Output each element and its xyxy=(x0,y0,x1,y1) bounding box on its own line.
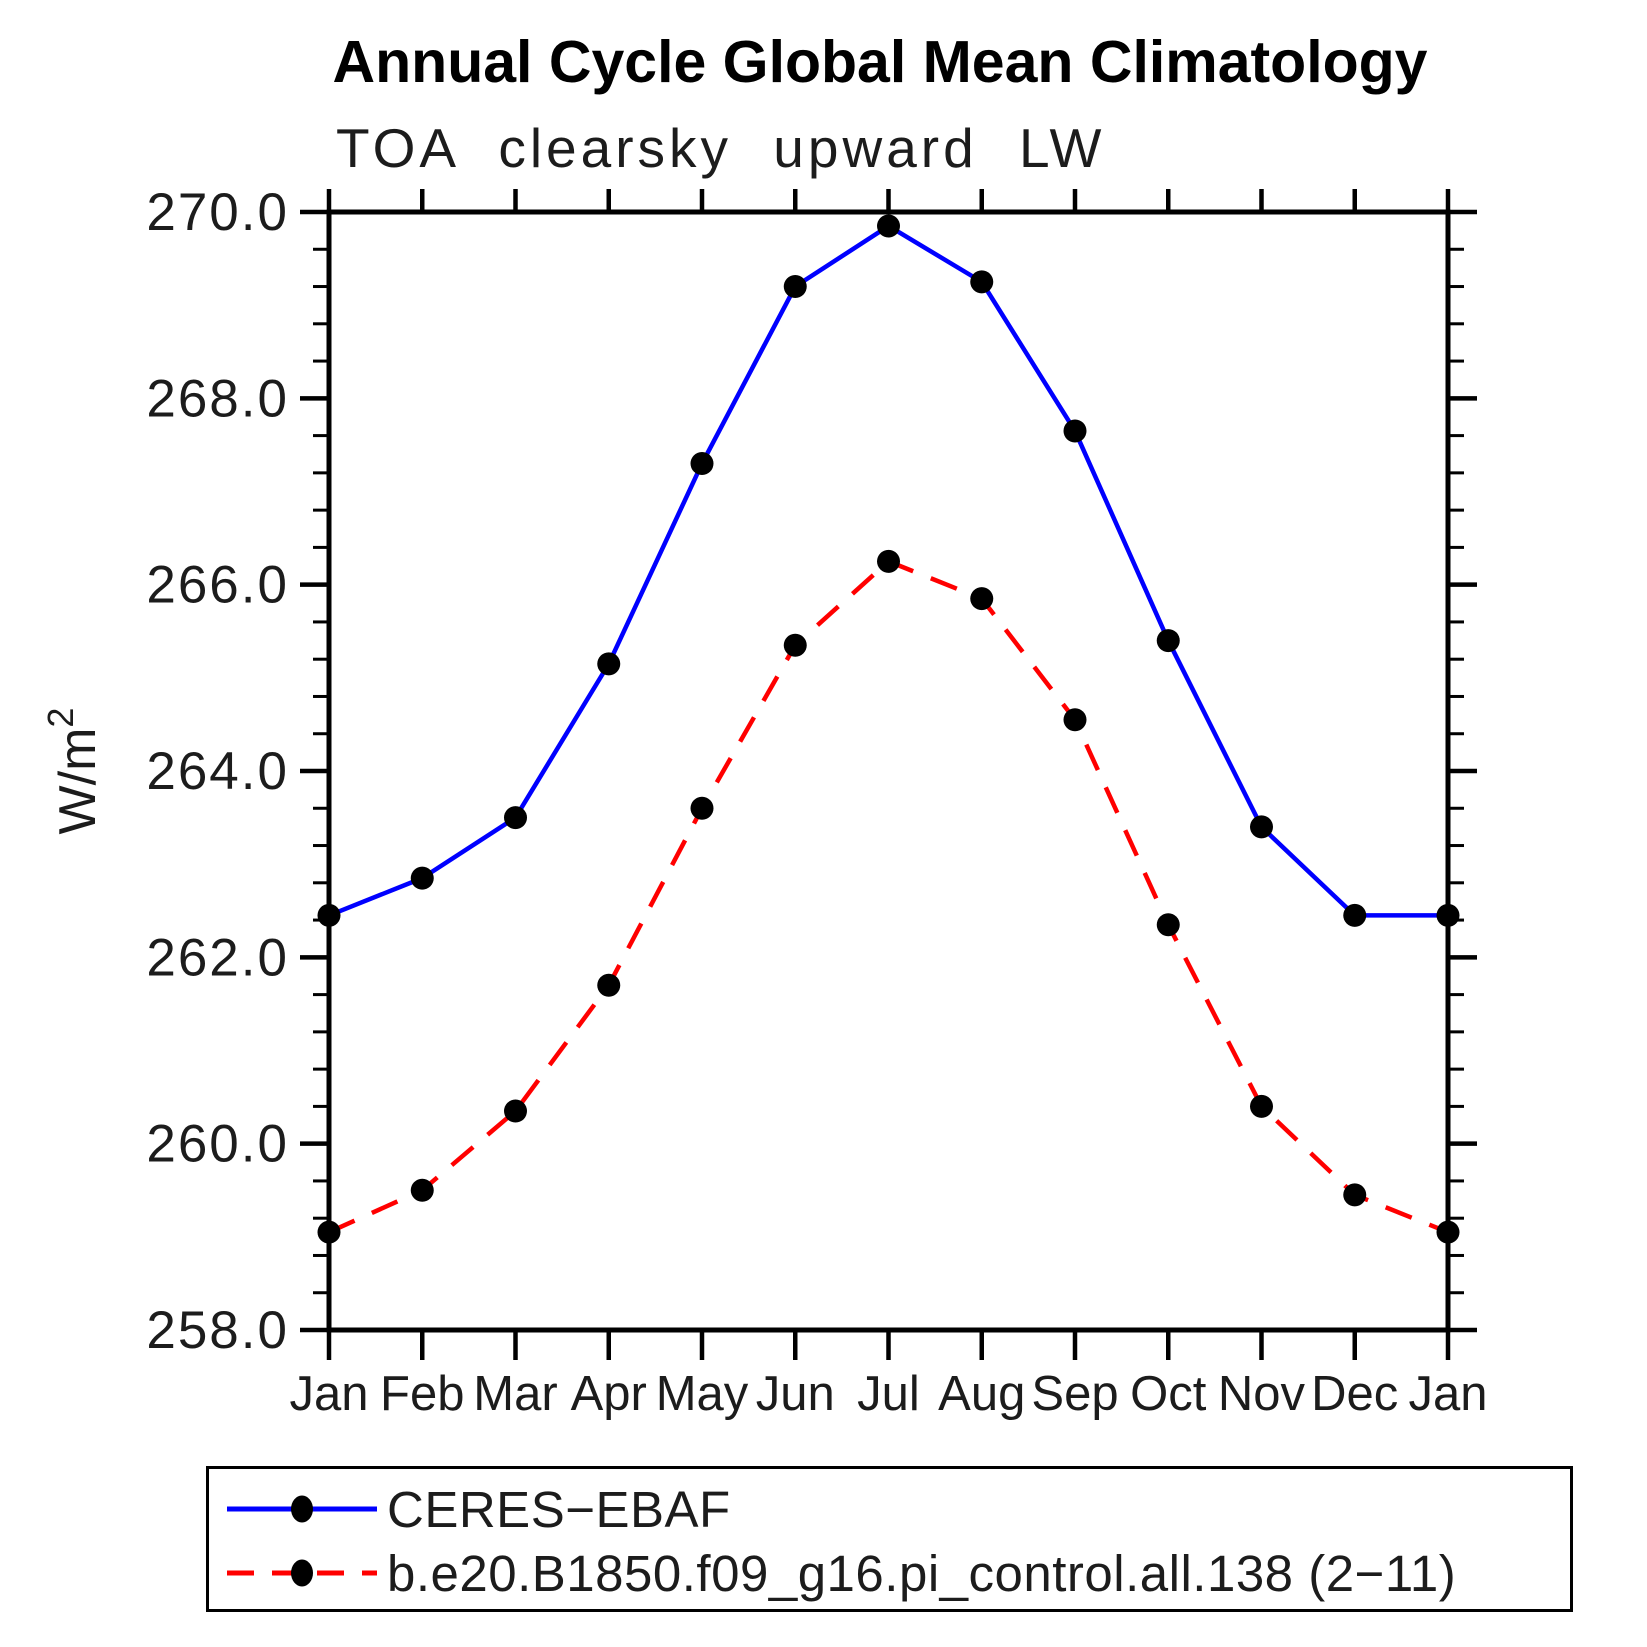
data-point-marker xyxy=(783,275,807,299)
y-axis-title: W/m2 xyxy=(40,708,107,835)
data-point-marker xyxy=(597,652,621,676)
data-point-marker xyxy=(970,270,994,294)
y-tick-label: 266.0 xyxy=(146,556,289,615)
data-point-marker xyxy=(1063,419,1087,443)
chart-subtitle: TOA clearsky upward LW xyxy=(336,117,1106,179)
legend-label-model: b.e20.B1850.f09_g16.pi_control.all.138 (… xyxy=(387,1544,1457,1602)
legend-marker-icon xyxy=(291,1495,313,1523)
data-point-marker xyxy=(410,866,434,890)
legend-item-model: b.e20.B1850.f09_g16.pi_control.all.138 (… xyxy=(223,1541,1570,1605)
legend-swatch-solid-line xyxy=(227,1495,377,1523)
x-tick-label: Jan xyxy=(289,1367,368,1421)
legend-item-ceres-ebaf: CERES−EBAF xyxy=(223,1477,1570,1541)
data-point-marker xyxy=(410,1178,434,1202)
y-tick-label: 270.0 xyxy=(146,183,289,242)
x-tick-label: Apr xyxy=(571,1367,647,1421)
x-tick-label: Mar xyxy=(473,1367,557,1421)
legend-swatch-dashed-line xyxy=(227,1559,377,1587)
data-point-marker xyxy=(1250,815,1273,839)
x-tick-label: Nov xyxy=(1218,1367,1306,1421)
data-point-marker xyxy=(1156,629,1180,653)
y-tick-label: 260.0 xyxy=(146,1115,289,1174)
data-point-marker xyxy=(317,1220,341,1244)
data-point-marker xyxy=(690,796,714,820)
series-line-1 xyxy=(328,559,1449,1235)
x-tick-label: Sep xyxy=(1031,1367,1118,1421)
data-point-marker xyxy=(317,903,341,927)
legend-label-ceres-ebaf: CERES−EBAF xyxy=(387,1480,731,1538)
data-point-marker xyxy=(1436,1220,1460,1244)
x-tick-label: May xyxy=(656,1367,749,1421)
y-tick-label: 258.0 xyxy=(146,1301,289,1360)
x-tick-label: Jan xyxy=(1408,1367,1487,1421)
data-point-marker xyxy=(690,452,714,476)
legend-box: CERES−EBAF b.e20.B1850.f09_g16.pi_contro… xyxy=(206,1466,1573,1612)
data-point-marker xyxy=(877,549,900,573)
x-tick-label: Feb xyxy=(380,1367,464,1421)
x-tick-label: Jul xyxy=(857,1367,920,1421)
data-point-marker xyxy=(1343,903,1367,927)
data-point-marker xyxy=(970,587,994,611)
data-point-marker xyxy=(504,1099,527,1123)
legend-marker-icon xyxy=(291,1559,313,1587)
x-tick-label: Jun xyxy=(756,1367,835,1421)
x-tick-label: Dec xyxy=(1311,1367,1398,1421)
plot-frame xyxy=(326,209,1451,1333)
data-point-marker xyxy=(504,806,527,830)
chart-title: Annual Cycle Global Mean Climatology xyxy=(332,29,1428,95)
data-point-marker xyxy=(1156,913,1180,937)
data-point-marker xyxy=(1436,903,1460,927)
y-tick-label: 262.0 xyxy=(146,928,289,987)
data-point-marker xyxy=(597,973,621,997)
y-tick-label: 264.0 xyxy=(146,742,289,801)
data-point-marker xyxy=(1343,1183,1367,1207)
data-point-marker xyxy=(1063,708,1087,732)
x-tick-label: Oct xyxy=(1130,1367,1207,1421)
x-tick-label: Aug xyxy=(938,1367,1025,1421)
data-point-marker xyxy=(783,633,807,657)
data-point-marker xyxy=(877,214,900,238)
y-tick-label: 268.0 xyxy=(146,369,289,428)
data-point-marker xyxy=(1250,1094,1273,1118)
